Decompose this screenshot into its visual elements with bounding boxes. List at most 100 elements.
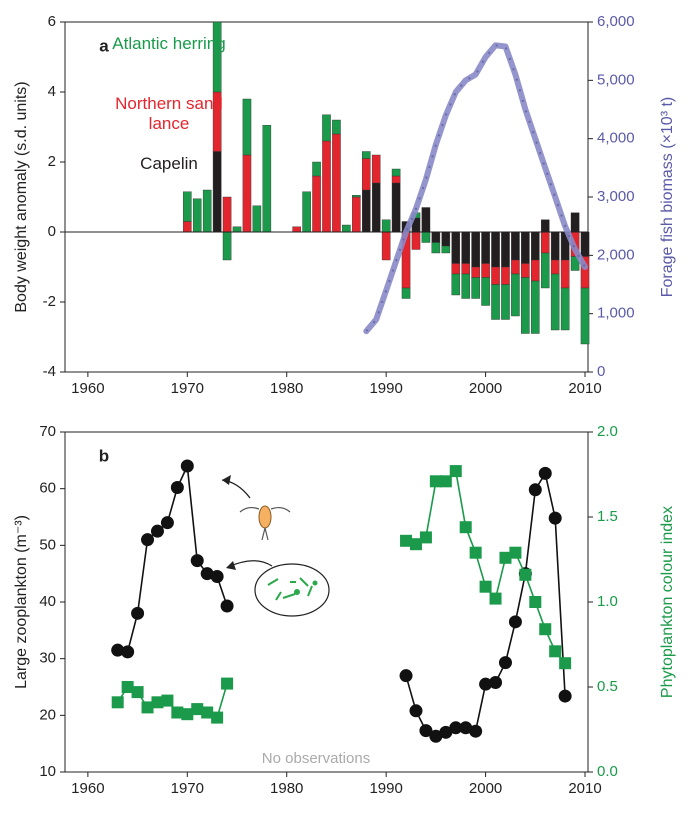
y2-tick-label: 1.5 bbox=[597, 508, 618, 525]
bar bbox=[451, 273, 461, 296]
marker bbox=[509, 546, 522, 559]
bar bbox=[521, 263, 530, 278]
marker bbox=[141, 701, 154, 714]
x-tick-label: 1970 bbox=[171, 380, 204, 397]
bar bbox=[550, 231, 560, 261]
legend-label: Capelin bbox=[140, 154, 198, 173]
marker bbox=[180, 459, 194, 473]
panel-label: b bbox=[99, 446, 109, 465]
bar bbox=[491, 284, 500, 320]
bar bbox=[391, 182, 401, 233]
bar bbox=[441, 231, 451, 247]
bar bbox=[361, 158, 371, 191]
x-tick-label: 1990 bbox=[369, 780, 402, 797]
legend-label: Northern sand lance bbox=[115, 94, 223, 133]
bar bbox=[471, 231, 480, 268]
y2-axis-label: Forage fish biomass (×10³ t) bbox=[659, 97, 676, 298]
marker bbox=[409, 704, 423, 718]
bar bbox=[511, 259, 520, 275]
series-line bbox=[363, 42, 588, 335]
bar bbox=[531, 259, 540, 282]
marker bbox=[200, 567, 214, 581]
bar bbox=[560, 259, 570, 289]
bar bbox=[242, 98, 252, 156]
bar bbox=[292, 226, 301, 233]
legend-entry: Capelin bbox=[140, 154, 198, 173]
annotation: No observations bbox=[262, 750, 370, 767]
marker bbox=[508, 615, 522, 629]
marker bbox=[150, 524, 164, 538]
bar bbox=[232, 226, 242, 233]
bar bbox=[352, 196, 361, 233]
bar bbox=[302, 191, 311, 233]
bar bbox=[212, 21, 222, 93]
y-axis-label: Body weight anomaly (s.d. units) bbox=[13, 81, 30, 312]
y2-tick-label: 6,000 bbox=[597, 13, 635, 30]
marker bbox=[459, 721, 473, 735]
y2-tick-label: 0.0 bbox=[597, 763, 618, 780]
marker bbox=[549, 645, 562, 658]
bar bbox=[431, 231, 441, 243]
bar bbox=[262, 125, 272, 233]
marker bbox=[469, 724, 483, 738]
marker bbox=[400, 534, 413, 547]
bar bbox=[531, 231, 540, 261]
marker bbox=[121, 645, 135, 659]
bar bbox=[461, 273, 470, 299]
bar bbox=[471, 266, 480, 278]
bar bbox=[550, 273, 560, 331]
bar bbox=[421, 231, 431, 243]
marker bbox=[559, 657, 572, 670]
marker bbox=[160, 516, 174, 530]
marker bbox=[489, 592, 502, 605]
marker bbox=[151, 696, 164, 709]
bar bbox=[511, 231, 520, 261]
x-tick-label: 2000 bbox=[469, 380, 502, 397]
bar bbox=[511, 273, 520, 317]
legend-entry: Atlantic herring bbox=[112, 34, 225, 53]
bar bbox=[540, 231, 550, 254]
marker bbox=[528, 483, 542, 497]
marker bbox=[220, 599, 234, 613]
marker bbox=[489, 675, 503, 689]
bar bbox=[570, 256, 580, 271]
series-line bbox=[116, 465, 228, 653]
bar bbox=[421, 207, 431, 233]
marker bbox=[141, 533, 155, 547]
marker bbox=[419, 531, 432, 544]
x-tick-label: 2010 bbox=[568, 380, 601, 397]
marker bbox=[171, 706, 184, 719]
marker bbox=[181, 708, 194, 721]
y-tick-label: 50 bbox=[39, 536, 56, 553]
bar bbox=[381, 231, 391, 261]
marker bbox=[111, 643, 125, 657]
plot-frame bbox=[64, 431, 589, 773]
marker bbox=[439, 725, 453, 739]
marker bbox=[429, 729, 443, 743]
marker bbox=[479, 677, 493, 691]
bar bbox=[183, 191, 192, 222]
y-tick-label: 6 bbox=[48, 13, 56, 30]
bar bbox=[461, 231, 470, 264]
x-tick-label: 1970 bbox=[171, 780, 204, 797]
y2-tick-label: 1.0 bbox=[597, 593, 618, 610]
marker bbox=[121, 681, 134, 693]
bar bbox=[361, 189, 371, 233]
marker bbox=[161, 694, 174, 707]
bar bbox=[580, 287, 590, 345]
bar bbox=[391, 168, 401, 177]
bar bbox=[391, 175, 401, 184]
bar bbox=[352, 195, 361, 198]
marker bbox=[221, 677, 234, 690]
bar bbox=[322, 114, 331, 142]
bar bbox=[540, 252, 550, 289]
y-tick-label: 0 bbox=[48, 223, 56, 240]
y-tick-label: 70 bbox=[39, 423, 56, 440]
y2-tick-label: 2.0 bbox=[597, 423, 618, 440]
marker bbox=[449, 721, 463, 735]
bar bbox=[312, 161, 321, 177]
marker bbox=[529, 596, 542, 608]
marker bbox=[538, 466, 552, 480]
bar bbox=[183, 221, 192, 233]
